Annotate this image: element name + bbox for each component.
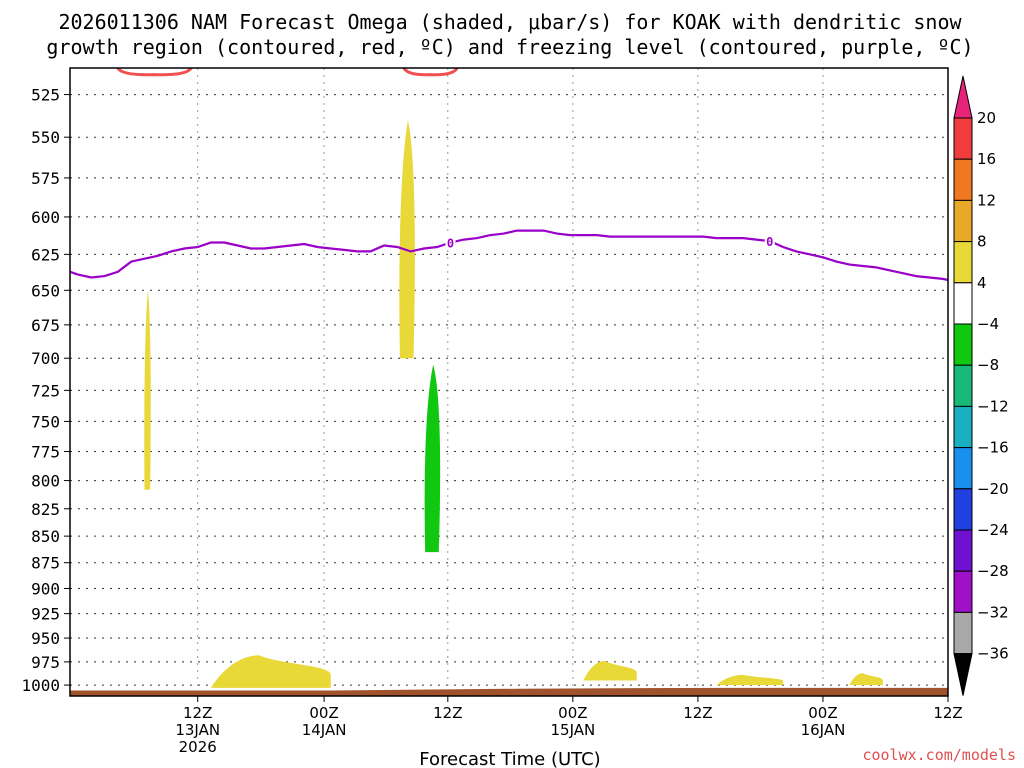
colorbar-label: −24 [977,521,1009,539]
x-axis-label: Forecast Time (UTC) [419,749,600,768]
y-tick-label: 725 [31,381,60,400]
omega-region [144,290,151,490]
freezing-level-line [70,229,948,282]
terrain-band [70,690,948,696]
y-tick-label: 550 [31,128,60,147]
colorbar-label: −28 [977,562,1009,580]
colorbar-segment [953,241,973,284]
y-tick-label: 675 [31,316,60,335]
x-tick-label: 13JAN [175,721,220,739]
colorbar-segment [953,364,973,407]
y-tick-label: 825 [31,500,60,519]
y-tick-label: 650 [31,281,60,300]
omega-region [969,667,996,682]
colorbar-label: −12 [977,397,1009,415]
y-tick-label: 775 [31,442,60,461]
y-tick-label: 875 [31,554,60,573]
y-tick-label: 850 [31,527,60,546]
contour-label-bg [764,234,775,249]
dendritic-contour [116,68,193,77]
colorbar-segment [953,323,973,366]
y-tick-label: 700 [31,349,60,368]
colorbar-bottom-triangle [953,653,973,696]
colorbar-segment [953,611,973,655]
omega-region [716,674,784,686]
colorbar-top-triangle [953,75,973,119]
omega-region [849,673,883,686]
colorbar-label: 8 [977,233,987,251]
y-tick-label: 575 [31,169,60,188]
omega-region [424,364,441,553]
y-axis-ticks: 525 550 575 600 625 650 675 700 725 750 775 800 825 8… [21,86,70,695]
x-tick-label: 12Z [433,704,462,722]
y-tick-label: 1000 [21,676,60,695]
freezing-level-label: 0 [447,237,454,251]
y-tick-label: 600 [31,208,60,227]
x-tick-label: 00Z [558,704,587,722]
colorbar-segment [953,447,973,490]
x-tick-label: 2026 [179,738,217,756]
omega-shading [144,120,996,688]
y-tick-label: 925 [31,605,60,624]
credit-text: coolwx.com/models [862,746,1016,764]
colorbar-segment [953,488,973,531]
chart-title-line2: growth region (contoured, red, ºC) and f… [46,35,973,59]
y-tick-label: 800 [31,472,60,491]
colorbar-label: −32 [977,603,1009,621]
colorbar-label: 16 [977,150,996,168]
colorbar-label: 12 [977,191,996,209]
y-tick-label: 525 [31,86,60,105]
colorbar-segment [953,199,973,243]
colorbar-segment [953,529,973,572]
x-tick-label: 16JAN [801,721,846,739]
y-tick-label: 900 [31,580,60,599]
x-tick-label: 15JAN [550,721,595,739]
colorbar-segment [953,158,973,201]
plot-area [70,68,948,696]
y-tick-label: 950 [31,629,60,648]
colorbar-segment [953,117,973,160]
x-tick-label: 14JAN [302,721,347,739]
colorbar-segment [953,405,973,449]
x-tick-label: 00Z [309,704,338,722]
omega-region [399,120,415,359]
x-tick-label: 12Z [683,704,712,722]
x-tick-label: 12Z [933,704,962,722]
colorbar-label: 20 [977,109,996,127]
contour-label-bg [445,235,456,250]
y-tick-label: 975 [31,653,60,672]
terrain-fill [70,687,948,696]
x-tick-label: 00Z [808,704,837,722]
colorbar-label: −20 [977,480,1009,498]
colorbar-segment [953,570,973,613]
colorbar-label: −36 [977,645,1009,663]
chart-title-line1: 2026011306 NAM Forecast Omega (shaded, μ… [58,10,962,34]
colorbar-label: −4 [977,315,999,333]
x-tick-label: 12Z [183,704,212,722]
colorbar: 20 16 12 8 4 −4 −8 −12 −16 −20 −24 −28 −32 −36 [953,75,1009,696]
colorbar-label: −16 [977,439,1009,457]
y-tick-label: 750 [31,412,60,431]
y-tick-label: 625 [31,245,60,264]
colorbar-label: −8 [977,356,999,374]
colorbar-segment [953,282,973,325]
omega-region [583,660,637,681]
plot-frame [69,67,949,697]
dendritic-growth-contours [116,68,459,77]
omega-region [211,655,331,688]
dendritic-contour [402,68,459,77]
freezing-level-label: 0 [766,235,773,249]
colorbar-label: 4 [977,274,987,292]
